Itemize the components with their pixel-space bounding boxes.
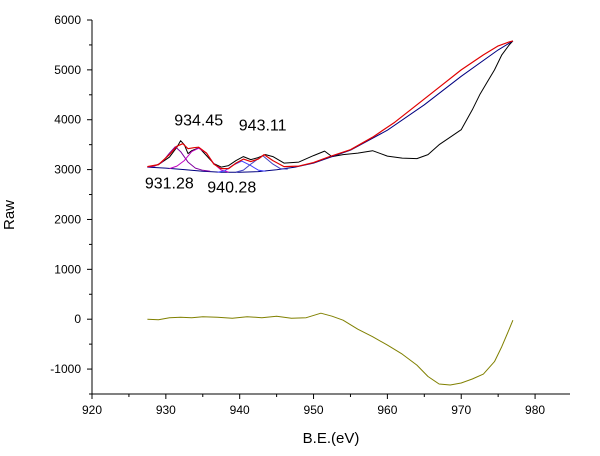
- x-tick-label: 940: [230, 403, 250, 417]
- series-line-peak: [217, 160, 266, 173]
- series-line-background: [147, 40, 514, 173]
- x-tick-label: 980: [525, 403, 545, 417]
- series-line-peak: [169, 147, 229, 173]
- x-axis-title: B.E.(eV): [303, 430, 360, 447]
- y-tick-label: 2000: [54, 212, 81, 226]
- x-tick-label: 960: [377, 403, 397, 417]
- peak-label: 940.28: [207, 180, 256, 197]
- y-tick-label: 3000: [54, 163, 81, 177]
- peak-label: 943.11: [239, 118, 287, 135]
- series-line-fit: [147, 40, 514, 170]
- y-tick-label: 1000: [54, 262, 81, 276]
- x-tick-label: 970: [451, 403, 471, 417]
- peak-label: 931.28: [145, 176, 194, 193]
- y-tick-label: -1000: [50, 362, 81, 376]
- axes: [91, 20, 570, 395]
- x-tick-label: 920: [82, 403, 102, 417]
- y-axis-title: Raw: [1, 200, 18, 230]
- y-tick-label: 5000: [54, 63, 81, 77]
- y-tick-label: 4000: [54, 113, 81, 127]
- ticks: 920 930 940 950 960 970 980 -1000 0 1000 2000 3000 4…: [50, 13, 545, 417]
- x-tick-label: 950: [304, 403, 324, 417]
- y-tick-label: 6000: [54, 13, 81, 27]
- y-tick-label: 0: [74, 312, 81, 326]
- series-line-residual: [147, 312, 514, 386]
- series-group: [147, 40, 514, 386]
- series-line-raw: [147, 40, 514, 168]
- peak-label: 934.45: [174, 113, 223, 130]
- peak-labels: 934.45 943.11 931.28 940.28: [145, 113, 287, 197]
- x-tick-label: 930: [156, 403, 176, 417]
